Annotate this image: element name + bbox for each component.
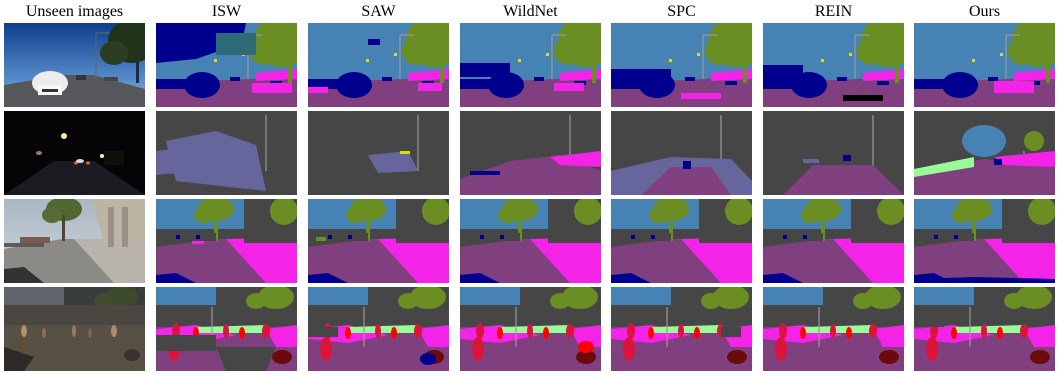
segmentation-isw-row-4 (156, 287, 297, 371)
segmentation-ours-row-2 (914, 111, 1055, 195)
segmentation-isw-row-3 (156, 199, 297, 283)
segmentation-ours-row-3 (914, 199, 1055, 283)
segmentation-wildnet-row-2 (460, 111, 601, 195)
column-header-rein: REIN (814, 3, 853, 20)
cell-graphic (156, 287, 297, 371)
segmentation-saw-row-1 (308, 23, 449, 107)
cell-graphic (763, 23, 904, 107)
cell-graphic (763, 287, 904, 371)
cell-graphic (611, 287, 752, 371)
segmentation-isw-row-2 (156, 111, 297, 195)
cell-graphic (914, 199, 1055, 283)
cell-graphic (914, 23, 1055, 107)
cell-graphic (914, 111, 1055, 195)
segmentation-rein-row-1 (763, 23, 904, 107)
cell-graphic (4, 199, 145, 283)
segmentation-spc-row-1 (611, 23, 752, 107)
input-image-unseen-images-row-3 (4, 199, 145, 283)
segmentation-spc-row-4 (611, 287, 752, 371)
cell-graphic (460, 199, 601, 283)
cell-graphic (763, 111, 904, 195)
segmentation-rein-row-2 (763, 111, 904, 195)
cell-graphic (156, 199, 297, 283)
cell-graphic (308, 111, 449, 195)
cell-graphic (611, 111, 752, 195)
cell-graphic (611, 199, 752, 283)
cell-graphic (460, 111, 601, 195)
cell-graphic (763, 199, 904, 283)
cell-graphic (4, 287, 145, 371)
cell-graphic (156, 23, 297, 107)
column-header-saw: SAW (361, 3, 396, 20)
input-image-unseen-images-row-2 (4, 111, 145, 195)
segmentation-saw-row-4 (308, 287, 449, 371)
column-header-spc: SPC (667, 3, 696, 20)
column-header-ours: Ours (968, 3, 1001, 20)
column-header-wildnet: WildNet (503, 3, 558, 20)
segmentation-spc-row-3 (611, 199, 752, 283)
segmentation-saw-row-2 (308, 111, 449, 195)
cell-graphic (4, 111, 145, 195)
input-image-unseen-images-row-4 (4, 287, 145, 371)
cell-graphic (611, 23, 752, 107)
segmentation-rein-row-4 (763, 287, 904, 371)
cell-graphic (4, 23, 145, 107)
segmentation-spc-row-2 (611, 111, 752, 195)
segmentation-saw-row-3 (308, 199, 449, 283)
segmentation-wildnet-row-4 (460, 287, 601, 371)
cell-graphic (308, 287, 449, 371)
cell-graphic (460, 287, 601, 371)
column-header-isw: ISW (211, 3, 242, 20)
cell-graphic (156, 111, 297, 195)
segmentation-isw-row-1 (156, 23, 297, 107)
column-header-unseen-images: Unseen images (25, 3, 124, 20)
cell-graphic (308, 23, 449, 107)
cell-graphic (460, 23, 601, 107)
input-image-unseen-images-row-1 (4, 23, 145, 107)
segmentation-rein-row-3 (763, 199, 904, 283)
cell-graphic (914, 287, 1055, 371)
segmentation-wildnet-row-3 (460, 199, 601, 283)
cell-graphic (308, 199, 449, 283)
segmentation-ours-row-4 (914, 287, 1055, 371)
segmentation-ours-row-1 (914, 23, 1055, 107)
segmentation-wildnet-row-1 (460, 23, 601, 107)
